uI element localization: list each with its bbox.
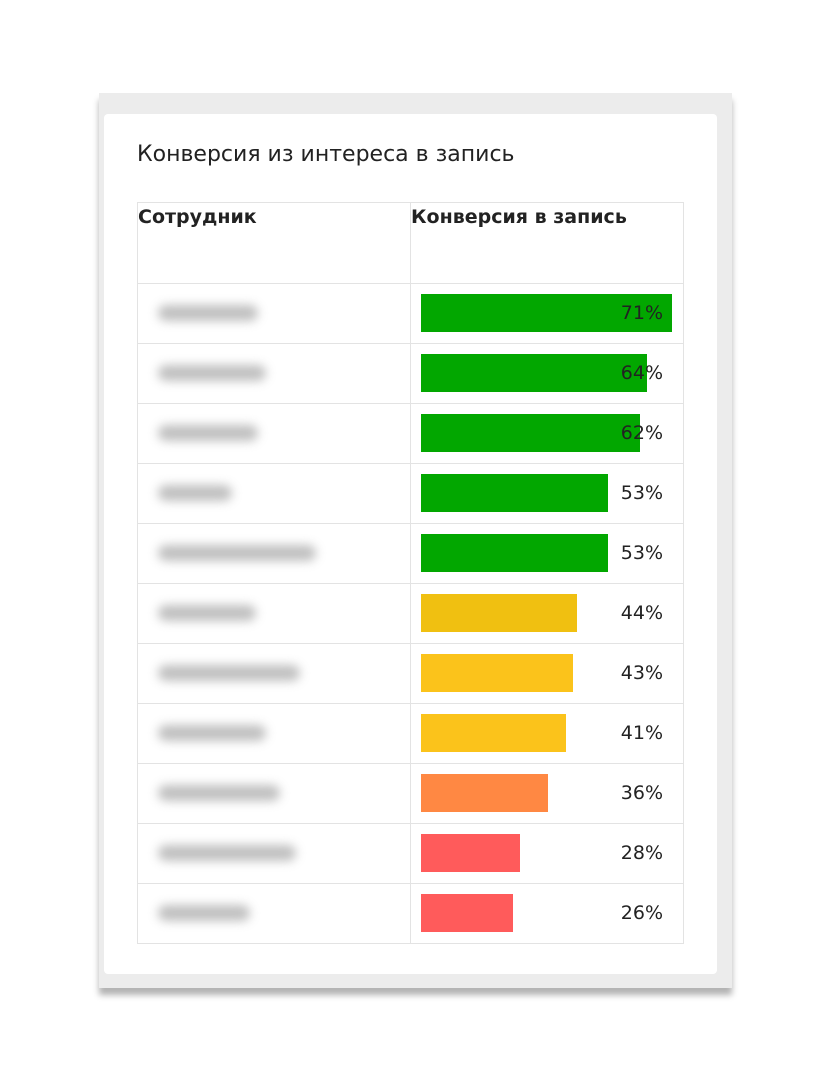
conversion-bar: [421, 894, 513, 932]
table-row[interactable]: 64%: [137, 343, 684, 404]
table-row[interactable]: 36%: [137, 763, 684, 824]
conversion-cell: 36%: [410, 763, 684, 824]
table-row[interactable]: 43%: [137, 643, 684, 704]
conversion-value-label: 64%: [620, 362, 663, 384]
employee-name-cell: [137, 643, 411, 704]
conversion-value-label: 36%: [620, 782, 663, 804]
table-body: 71% 64% 62% 53% 53% 44% 43% 41% 36% 28% 26%: [137, 283, 684, 944]
conversion-bar: [421, 354, 647, 392]
conversion-value-label: 26%: [620, 902, 663, 924]
table-row[interactable]: 28%: [137, 823, 684, 884]
conversion-value-label: 43%: [620, 662, 663, 684]
conversion-bar: [421, 594, 577, 632]
blurred-employee-name: [158, 365, 266, 381]
conversion-bar: [421, 834, 520, 872]
table-row[interactable]: 71%: [137, 283, 684, 344]
employee-name-cell: [137, 523, 411, 584]
table-row[interactable]: 62%: [137, 403, 684, 464]
blurred-employee-name: [158, 845, 296, 861]
conversion-bar: [421, 654, 573, 692]
conversion-value-label: 62%: [620, 422, 663, 444]
employee-name-cell: [137, 763, 411, 824]
column-header-conversion[interactable]: Конверсия в запись: [410, 202, 684, 284]
conversion-value-label: 28%: [620, 842, 663, 864]
conversion-bar: [421, 774, 548, 812]
conversion-cell: 44%: [410, 583, 684, 644]
conversion-bar: [421, 534, 608, 572]
conversion-value-label: 44%: [620, 602, 663, 624]
employee-name-cell: [137, 883, 411, 944]
table-row[interactable]: 53%: [137, 463, 684, 524]
blurred-employee-name: [158, 425, 258, 441]
table-row[interactable]: 41%: [137, 703, 684, 764]
conversion-cell: 64%: [410, 343, 684, 404]
employee-name-cell: [137, 343, 411, 404]
table-row[interactable]: 44%: [137, 583, 684, 644]
conversion-cell: 28%: [410, 823, 684, 884]
employee-name-cell: [137, 703, 411, 764]
employee-name-cell: [137, 583, 411, 644]
conversion-cell: 53%: [410, 523, 684, 584]
conversion-bar: [421, 714, 566, 752]
conversion-value-label: 53%: [620, 542, 663, 564]
conversion-cell: 62%: [410, 403, 684, 464]
conversion-value-label: 41%: [620, 722, 663, 744]
employee-name-cell: [137, 283, 411, 344]
conversion-bar: [421, 414, 640, 452]
blurred-employee-name: [158, 485, 232, 501]
table-row[interactable]: 26%: [137, 883, 684, 944]
blurred-employee-name: [158, 905, 250, 921]
employee-name-cell: [137, 463, 411, 524]
conversion-cell: 43%: [410, 643, 684, 704]
conversion-value-label: 71%: [620, 302, 663, 324]
conversion-value-label: 53%: [620, 482, 663, 504]
conversion-cell: 71%: [410, 283, 684, 344]
conversion-table: Сотрудник Конверсия в запись 71% 64% 62% 53…: [137, 202, 684, 944]
conversion-cell: 41%: [410, 703, 684, 764]
conversion-bar: [421, 474, 608, 512]
blurred-employee-name: [158, 665, 300, 681]
employee-name-cell: [137, 823, 411, 884]
blurred-employee-name: [158, 725, 266, 741]
column-header-employee[interactable]: Сотрудник: [137, 202, 411, 284]
conversion-bar: [421, 294, 672, 332]
conversion-cell: 53%: [410, 463, 684, 524]
blurred-employee-name: [158, 545, 316, 561]
blurred-employee-name: [158, 605, 256, 621]
blurred-employee-name: [158, 785, 280, 801]
table-row[interactable]: 53%: [137, 523, 684, 584]
blurred-employee-name: [158, 305, 258, 321]
employee-name-cell: [137, 403, 411, 464]
widget-title: Конверсия из интереса в запись: [137, 142, 515, 167]
conversion-cell: 26%: [410, 883, 684, 944]
